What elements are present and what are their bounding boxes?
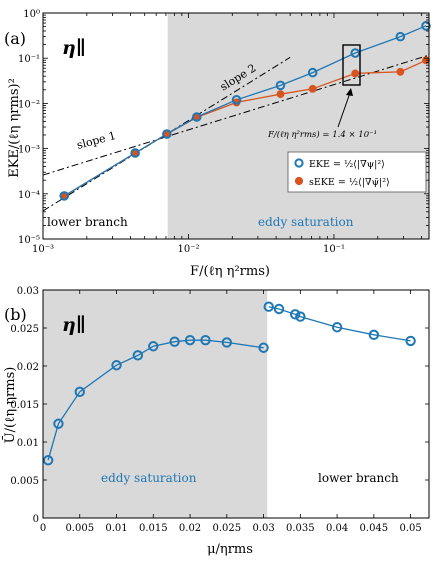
annotation-f-value: F/(ℓη η²rms) = 1.4 × 10⁻¹ [267, 129, 377, 140]
legend-label-seke: sEKE = ½⟨|∇ψ̃|²⟩ [309, 177, 390, 188]
x-tick-label-b: 0.05 [399, 523, 421, 534]
data-point-u-0-10 [258, 342, 269, 353]
data-point-u-0-1 [53, 418, 64, 429]
y-axis-label-a: EKE/(ℓη ηrms)² [7, 78, 22, 178]
legend-marker-eke [294, 158, 304, 168]
data-point-u-1-3 [295, 311, 306, 322]
data-point-u-0-5 [148, 341, 159, 352]
data-point-u-1-0 [263, 301, 274, 312]
panel-b: 0 0.005 0.01 0.015 0.02 0.025 0.03 0.035 0.04 0.0… [2, 286, 430, 557]
legend-marker-seke [294, 176, 304, 186]
y-tick-label-a: 10⁻⁴ [18, 190, 40, 201]
eddy-saturation-label-a: eddy saturation [258, 215, 354, 229]
data-point-eke-7 [350, 48, 361, 58]
y-tick-label-b: 0.02 [17, 362, 39, 373]
x-axis-label-a: F/(ℓη η²rms) [190, 264, 270, 279]
data-point-u-0-0 [42, 455, 54, 466]
eddy-saturation-shade [167, 13, 430, 239]
x-tick-label-b: 0.02 [179, 523, 201, 534]
eddy-saturation-label-b: eddy saturation [101, 471, 197, 485]
y-tick-label-a: 10⁻² [18, 99, 40, 110]
highlight-box [342, 44, 361, 86]
y-tick-label-b: 0.025 [10, 324, 39, 335]
y-tick-label-a: 10⁻³ [18, 145, 40, 156]
series-line-u-segment-0 [47, 339, 264, 461]
y-tick-label-a: 10⁻¹ [18, 54, 40, 65]
data-point-eke-5 [275, 80, 286, 91]
x-axis-label-b: μ/ηrms [207, 542, 253, 557]
y-tick-label-b: 0.005 [10, 476, 39, 487]
series-line-eke [63, 25, 427, 197]
y-tick-label-a: 10⁰ [23, 9, 40, 20]
lower-branch-label-a: lower branch [47, 215, 128, 229]
data-point-u-0-8 [200, 334, 211, 346]
data-point-eke-1 [130, 148, 140, 158]
x-tick-label-a: 10⁻³ [32, 244, 54, 255]
data-point-u-0-7 [184, 334, 196, 346]
x-tick-label-b: 0.03 [252, 523, 274, 534]
eta-symbol-b: η∥ [62, 314, 86, 336]
panel-label-b: (b) [4, 305, 27, 324]
legend: EKE = ½⟨|∇ψ|²⟩ sEKE = ½⟨|∇ψ̃|²⟩ [287, 151, 427, 193]
data-point-eke-4 [231, 95, 242, 105]
plot-frame-a [42, 12, 430, 240]
x-tick-label-b: 0.035 [286, 523, 315, 534]
x-tick-label-b: 0.005 [65, 523, 94, 534]
data-point-u-0-4 [132, 350, 144, 361]
x-tick-label-b: 0.015 [139, 523, 168, 534]
data-point-u-0-6 [169, 336, 180, 347]
data-point-u-1-5 [368, 329, 380, 341]
y-tick-label-b: 0.015 [10, 400, 39, 411]
data-point-seke-6 [308, 84, 317, 93]
legend-label-eke: EKE = ½⟨|∇ψ|²⟩ [309, 159, 385, 170]
data-point-seke-8 [396, 67, 405, 76]
data-point-eke-2 [162, 129, 172, 139]
data-point-u-1-1 [273, 303, 285, 315]
y-tick-label-a: 10⁻⁵ [18, 235, 40, 246]
data-point-u-1-6 [405, 335, 416, 347]
y-axis-label-b: Ū/(ℓη ηrms) [2, 367, 18, 444]
x-tick-label-a: 10⁻¹ [323, 244, 345, 255]
data-point-eke-8 [395, 31, 406, 42]
legend-box [287, 151, 427, 193]
data-point-u-0-2 [74, 386, 85, 398]
y-tick-label-b: 0 [33, 514, 39, 525]
x-tick-label-a: 10⁻² [177, 244, 199, 255]
data-point-eke-6 [307, 67, 318, 78]
data-point-u-1-4 [331, 322, 343, 333]
slope-1-label: slope 1 [75, 129, 117, 152]
eta-symbol-a: η∥ [62, 37, 86, 59]
data-point-eke-0 [59, 191, 70, 201]
reference-line-slope-1 [42, 54, 430, 176]
data-point-u-0-9 [221, 337, 233, 348]
x-tick-label-b: 0.045 [360, 523, 389, 534]
y-tick-label-b: 0.01 [17, 438, 39, 449]
data-point-eke-3 [191, 112, 202, 122]
y-tick-label-b: 0.03 [17, 286, 39, 297]
x-tick-label-b: 0.025 [212, 523, 241, 534]
x-tick-label-b: 0.01 [105, 523, 127, 534]
data-point-u-0-3 [111, 360, 122, 371]
data-point-u-1-2 [289, 309, 301, 320]
eddy-saturation-shade-b [43, 290, 268, 518]
data-point-eke-9 [421, 21, 431, 31]
x-tick-label-b: 0 [40, 523, 46, 534]
panel-label-a: (a) [4, 29, 26, 48]
lower-branch-label-b: lower branch [318, 471, 399, 485]
data-point-seke-7 [351, 69, 360, 78]
series-line-u-segment-1 [268, 306, 411, 342]
data-point-seke-5 [276, 90, 285, 99]
x-tick-label-b: 0.04 [326, 523, 348, 534]
annotation-arrow [337, 89, 352, 128]
annotation-arrowhead [346, 88, 353, 96]
